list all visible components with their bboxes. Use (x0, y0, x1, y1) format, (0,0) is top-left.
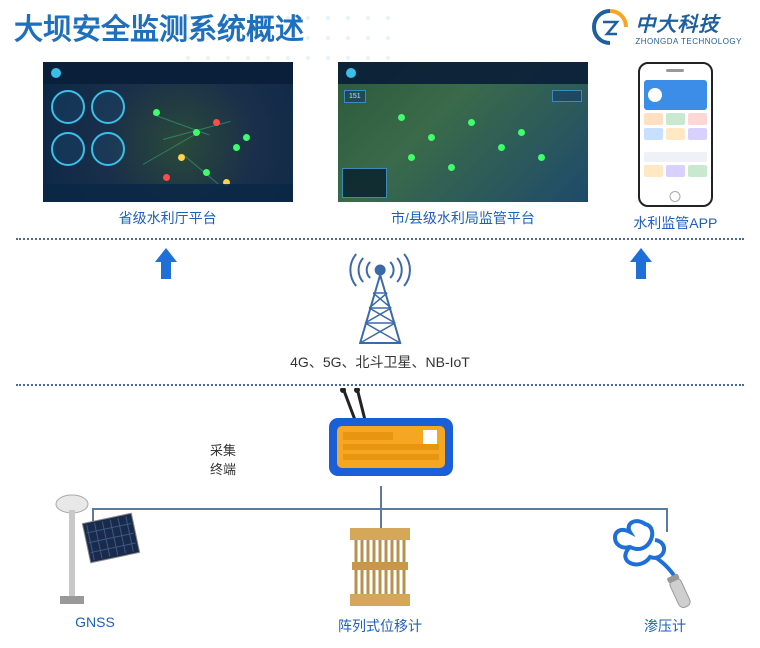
divider-1 (16, 238, 744, 240)
collector-label: 采集 终端 (210, 440, 236, 478)
province-platform-card: 省级水利厅平台 (43, 62, 293, 233)
piezometer-sensor: 渗压计 (600, 512, 730, 636)
company-logo: 中大科技 ZHONGDA TECHNOLOGY (591, 8, 742, 46)
mobile-app-card: 水利监管APP (633, 62, 717, 233)
page-title: 大坝安全监测系统概述 (14, 6, 304, 48)
logo-icon (591, 8, 629, 46)
transmission-label: 4G、5G、北斗卫星、NB-IoT (290, 352, 470, 372)
displacement-label: 阵列式位移计 (338, 616, 422, 636)
platform-tier: 省级水利厅平台 151 市/县级水利局监管平台 (0, 62, 760, 233)
transmission-block: 4G、5G、北斗卫星、NB-IoT (290, 248, 470, 372)
province-platform-label: 省级水利厅平台 (119, 208, 217, 228)
gnss-sensor: GNSS (40, 490, 150, 630)
gnss-icon (40, 490, 150, 610)
city-dashboard-image: 151 (338, 62, 588, 202)
divider-2 (16, 384, 744, 386)
sensor-tier: 采集 终端 GNSS (0, 398, 760, 638)
piezometer-label: 渗压计 (644, 616, 686, 636)
piezometer-icon (600, 512, 730, 612)
displacement-icon (330, 522, 430, 612)
collector-icon (295, 388, 465, 488)
gnss-label: GNSS (75, 614, 115, 630)
displacement-sensor: 阵列式位移计 (330, 522, 430, 636)
logo-name-en: ZHONGDA TECHNOLOGY (635, 37, 742, 46)
arrow-up-right (630, 248, 652, 279)
phone-mockup (638, 62, 713, 207)
province-dashboard-image (43, 62, 293, 202)
tower-icon (325, 248, 435, 348)
arrow-up-left (155, 248, 177, 279)
conn-line (380, 486, 382, 510)
city-platform-label: 市/县级水利局监管平台 (391, 208, 535, 228)
city-platform-card: 151 市/县级水利局监管平台 (338, 62, 588, 233)
logo-name-cn: 中大科技 (635, 8, 742, 37)
mobile-app-label: 水利监管APP (633, 213, 717, 233)
collector-device (295, 388, 465, 488)
